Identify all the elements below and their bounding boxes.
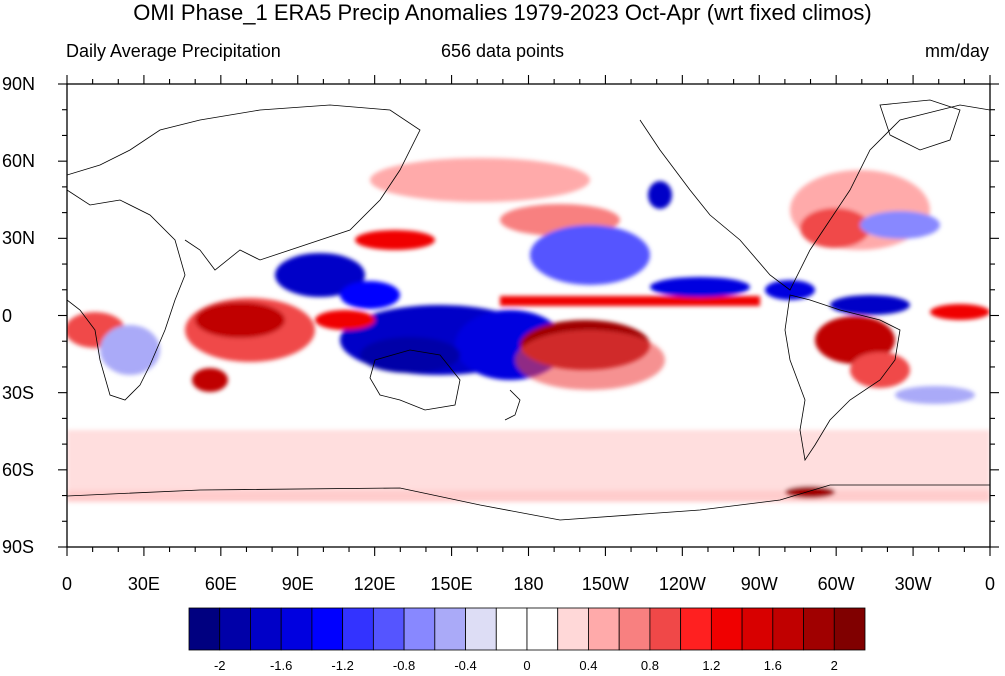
colorbar-swatch [710,607,743,651]
lon-label: 120E [353,574,396,594]
colorbar-swatch [250,607,282,651]
colorbar-tick-label: -0.4 [454,658,477,673]
colorbar-swatch [803,607,835,651]
colorbar-swatch [680,607,712,651]
lon-label: 180 [513,574,544,594]
lat-label: 60N [2,151,36,172]
colorbar-tick-label: -1.2 [331,658,354,673]
colorbar-tick-label: 0.8 [640,658,659,673]
lon-label: 0 [984,574,995,594]
lon-label: 0 [61,574,72,594]
colorbar-swatch [741,607,774,651]
lon-label: 90E [281,574,314,594]
colorbar-swatch [618,607,651,651]
anomaly-band-antarctic [67,490,990,502]
colorbar-tick-label: 2 [830,658,838,673]
lat-label: 0 [2,305,13,326]
colorbar-swatch [434,607,466,651]
anomaly-equatorial-red [500,296,760,306]
lat-label: 60S [2,459,35,480]
coastline-eurasia [67,104,421,271]
coastline-africa [67,189,186,401]
lat-label: 30N [2,228,36,249]
anomaly-south-atlantic-blue [895,386,975,404]
colorbar-swatch [372,607,405,651]
coastline-australia [369,349,461,411]
colorbar-swatch [403,607,436,651]
anomaly-bay-of-bengal [275,253,365,297]
anomaly-amazon [815,316,895,364]
colorbar-swatch [465,607,497,651]
anomaly-north-of-australia [360,337,460,373]
coastline-antarctica [67,484,990,521]
lat-label: 90N [2,74,36,94]
colorbar-tick-label: -1.6 [269,658,293,673]
colorbar-swatch [219,607,251,651]
colorbar-swatch [772,607,804,651]
units-label: mm/day [924,41,989,61]
lon-label: 60W [817,574,855,594]
anomaly-indian-ocean-core [195,302,285,338]
anomaly-east-pacific-itcz [650,277,750,297]
lat-label: 30S [2,382,35,403]
coastline-new-zealand [504,389,521,421]
anomaly-north-atlantic-blue [860,211,940,239]
anomaly-subtropical-pacific [530,225,650,285]
anomaly-gulf-alaska [648,181,672,209]
colorbar-swatch [649,607,682,651]
anomaly-north-atlantic-core [800,208,870,248]
anomaly-madagascar [192,368,228,392]
anomaly-cs-pacific-halo [515,330,665,390]
colorbar-swatch [495,607,528,651]
colorbar-swatch [526,607,559,651]
anomaly-indonesia-red [315,310,375,330]
colorbar-swatch [833,607,866,651]
anomaly-gulf-guinea [930,304,990,320]
anomaly-band-southern-ocean [67,430,990,490]
data-points-label: 656 data points [440,41,565,61]
lon-label: 150E [430,574,473,594]
figure-title: OMI Phase_1 ERA5 Precip Anomalies 1979-2… [133,0,872,25]
variable-label: Daily Average Precipitation [66,41,281,61]
anomaly-south-brazil [850,352,910,388]
colorbar-swatch [588,607,620,651]
coastline-greenland [879,99,961,151]
colorbar-tick-label: -2 [213,658,226,673]
coastline-north-america [639,104,990,291]
lon-label: 60E [204,574,237,594]
lon-label: 30E [127,574,160,594]
colorbar-swatch [342,607,374,651]
colorbar-swatch [311,607,344,651]
colorbar-tick-label: 0.4 [579,658,598,673]
anomaly-south-china-sea [340,281,400,309]
coastline-south-america [784,294,901,462]
colorbar-tick-label: 1.2 [702,658,721,673]
colorbar-tick-label: -0.8 [392,658,416,673]
colorbar-swatch [280,607,313,651]
anomaly-east-asia [355,230,435,250]
anomaly-atlantic-itcz [830,295,910,315]
colorbar-swatch [188,607,221,651]
lon-label: 90W [740,574,778,594]
colorbar-tick-label: 1.6 [763,658,782,673]
colorbar-tick-label: 0 [523,658,531,673]
colorbar-swatch [557,607,589,651]
lon-label: 150W [581,574,629,594]
lat-label: 90S [2,537,35,557]
lon-label: 120W [658,574,706,594]
anomaly-nw-pacific-band [370,158,590,202]
anomaly-southern-africa-blue [100,325,160,375]
colorbar [188,607,866,651]
lon-label: 30W [894,574,932,594]
